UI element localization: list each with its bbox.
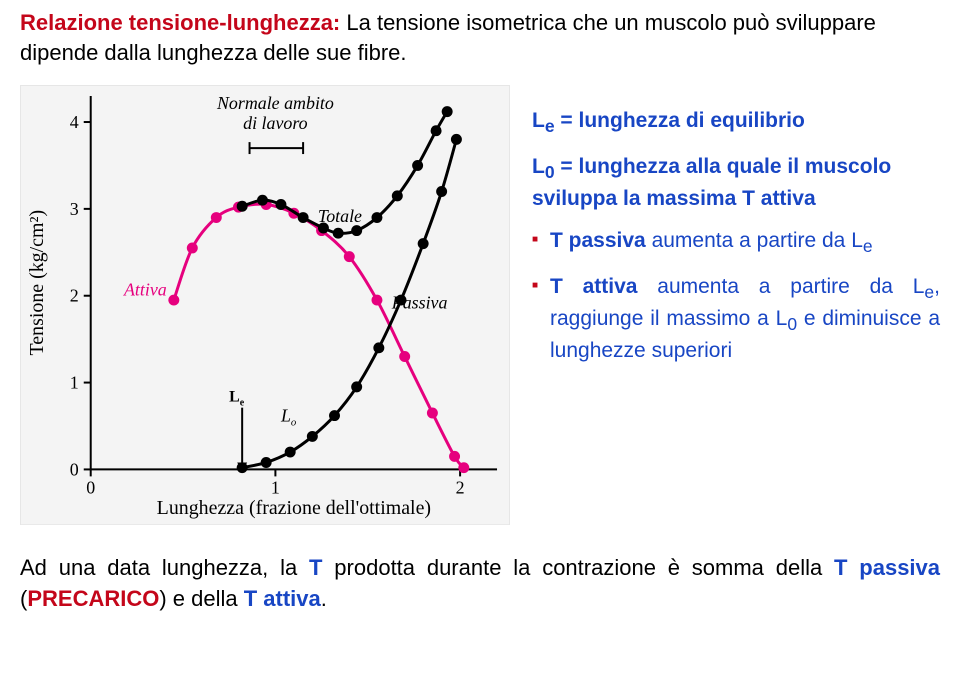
svg-text:1: 1 xyxy=(70,373,79,393)
svg-text:Totale: Totale xyxy=(318,206,362,226)
tension-length-chart: 0 1 2 0 1 2 3 4 Lunghezza (frazione dell'ottimal… xyxy=(20,85,510,525)
intro-paragraph: Relazione tensione-lunghezza: La tension… xyxy=(20,8,940,67)
bullet-t-attiva: T attiva aumenta a partire da Le, raggiu… xyxy=(532,273,940,365)
svg-text:Lunghezza (frazione dell'ottim: Lunghezza (frazione dell'ottimale) xyxy=(157,498,431,520)
svg-text:0: 0 xyxy=(86,478,95,498)
side-definitions: Le = lunghezza di equilibrio L0 = lunghe… xyxy=(510,85,940,379)
svg-text:2: 2 xyxy=(70,286,79,306)
svg-text:3: 3 xyxy=(70,199,79,219)
svg-text:di lavoro: di lavoro xyxy=(243,113,308,133)
svg-text:Tensione (kg/cm²): Tensione (kg/cm²) xyxy=(26,210,48,356)
svg-text:Passiva: Passiva xyxy=(391,293,448,313)
intro-key: Relazione tensione-lunghezza: xyxy=(20,10,340,35)
content-row: 0 1 2 0 1 2 3 4 Lunghezza (frazione dell'ottimal… xyxy=(20,85,940,525)
def-l0: L0 = lunghezza alla quale il muscolo svi… xyxy=(532,153,940,213)
svg-text:2: 2 xyxy=(456,478,465,498)
def-le: Le = lunghezza di equilibrio xyxy=(532,107,940,139)
svg-text:1: 1 xyxy=(271,478,280,498)
svg-text:Normale ambito: Normale ambito xyxy=(216,93,334,113)
svg-text:Attiva: Attiva xyxy=(123,280,167,300)
outro-paragraph: Ad una data lunghezza, la T prodotta dur… xyxy=(20,553,940,615)
svg-text:0: 0 xyxy=(70,460,79,480)
svg-text:4: 4 xyxy=(70,112,79,132)
bullet-t-passiva: T passiva aumenta a partire da Le xyxy=(532,227,940,259)
